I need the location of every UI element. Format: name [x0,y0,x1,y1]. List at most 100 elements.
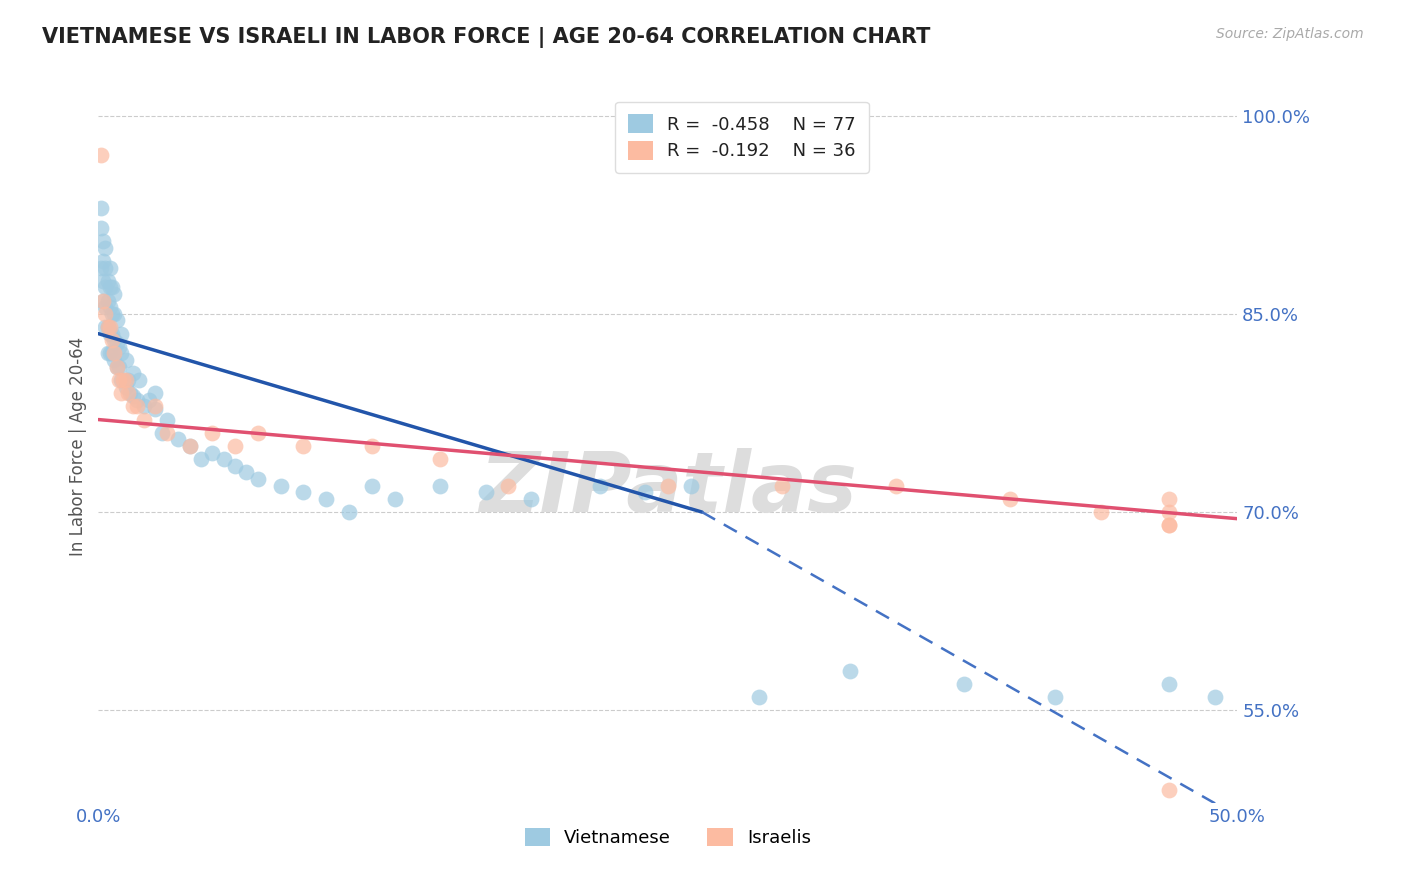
Point [246,472,269,486]
Point [101,326,124,341]
Point [156,412,179,426]
Point [337,505,360,519]
Point [1157,491,1180,506]
Point [292,439,315,453]
Point [90,260,112,275]
Point [105,335,128,350]
Point [103,307,125,321]
Point [121,389,143,403]
Point [94,320,117,334]
Point [101,346,124,360]
Point [108,340,131,354]
Point [117,386,139,401]
Point [132,400,155,414]
Point [98,300,121,314]
Point [98,260,121,275]
Point [634,485,657,500]
Point [1157,782,1180,797]
Point [498,478,520,492]
Point [235,466,257,480]
Point [91,234,114,248]
Point [114,379,136,393]
Text: ZIPatlas: ZIPatlas [479,449,856,529]
Point [101,307,124,321]
Point [103,287,125,301]
Point [98,280,121,294]
Point [953,677,976,691]
Point [145,400,167,414]
Point [1157,518,1180,533]
Point [138,392,160,407]
Point [121,367,143,381]
Point [105,359,128,374]
Point [96,320,118,334]
Point [190,452,212,467]
Point [91,254,114,268]
Point [884,478,907,492]
Point [110,326,132,341]
Point [150,425,173,440]
Point [98,346,121,360]
Point [201,445,224,459]
Point [127,392,149,407]
Point [384,491,406,506]
Point [103,346,125,360]
Point [108,359,131,374]
Point [90,221,112,235]
Point [105,359,128,374]
Point [91,293,114,308]
Point [103,333,125,347]
Point [98,320,121,334]
Point [94,260,117,275]
Point [96,274,118,288]
Point [114,373,136,387]
Point [120,386,142,401]
Point [145,386,167,401]
Point [114,353,136,368]
Point [94,307,117,321]
Point [224,458,246,473]
Point [1090,505,1112,519]
Point [1157,505,1180,519]
Point [360,439,382,453]
Point [679,478,702,492]
Point [145,402,167,417]
Point [103,353,125,368]
Y-axis label: In Labor Force | Age 20-64: In Labor Force | Age 20-64 [69,336,87,556]
Point [179,439,201,453]
Point [998,491,1021,506]
Point [315,491,337,506]
Point [212,452,235,467]
Point [429,452,451,467]
Point [246,425,269,440]
Point [127,400,149,414]
Point [96,346,118,360]
Point [108,373,131,387]
Text: VIETNAMESE VS ISRAELI IN LABOR FORCE | AGE 20-64 CORRELATION CHART: VIETNAMESE VS ISRAELI IN LABOR FORCE | A… [42,27,931,48]
Point [110,346,132,360]
Point [156,425,179,440]
Point [94,280,117,294]
Point [101,280,124,294]
Point [94,300,117,314]
Point [1157,518,1180,533]
Point [1204,690,1226,704]
Point [110,386,132,401]
Point [770,478,793,492]
Point [839,664,862,678]
Point [112,373,135,387]
Point [101,333,124,347]
Point [96,320,118,334]
Point [1043,690,1066,704]
Text: Source: ZipAtlas.com: Source: ZipAtlas.com [1216,27,1364,41]
Point [360,478,382,492]
Point [117,373,139,387]
Point [474,485,496,500]
Point [121,400,143,414]
Point [105,313,128,327]
Point [91,274,114,288]
Legend: Vietnamese, Israelis: Vietnamese, Israelis [517,821,818,855]
Point [110,373,132,387]
Point [91,293,114,308]
Point [98,326,121,341]
